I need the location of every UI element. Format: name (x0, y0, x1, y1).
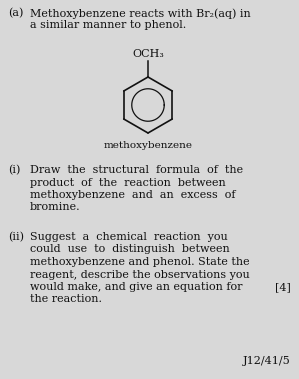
Text: methoxybenzene and phenol. State the: methoxybenzene and phenol. State the (30, 257, 250, 267)
Text: reagent, describe the observations you: reagent, describe the observations you (30, 269, 250, 279)
Text: Draw  the  structural  formula  of  the: Draw the structural formula of the (30, 165, 243, 175)
Text: bromine.: bromine. (30, 202, 81, 213)
Text: a similar manner to phenol.: a similar manner to phenol. (30, 20, 186, 30)
Text: [4]: [4] (275, 282, 291, 292)
Text: (ii): (ii) (8, 232, 24, 242)
Text: OCH₃: OCH₃ (132, 49, 164, 59)
Text: (i): (i) (8, 165, 20, 175)
Text: methoxybenzene: methoxybenzene (103, 141, 193, 150)
Text: (a): (a) (8, 8, 23, 18)
Text: J12/41/5: J12/41/5 (243, 356, 291, 366)
Text: product  of  the  reaction  between: product of the reaction between (30, 177, 226, 188)
Text: Suggest  a  chemical  reaction  you: Suggest a chemical reaction you (30, 232, 228, 242)
Text: Methoxybenzene reacts with Br₂(aq) in: Methoxybenzene reacts with Br₂(aq) in (30, 8, 251, 19)
Text: methoxybenzene  and  an  excess  of: methoxybenzene and an excess of (30, 190, 236, 200)
Text: could  use  to  distinguish  between: could use to distinguish between (30, 244, 230, 255)
Text: the reaction.: the reaction. (30, 294, 102, 304)
Text: would make, and give an equation for: would make, and give an equation for (30, 282, 242, 292)
